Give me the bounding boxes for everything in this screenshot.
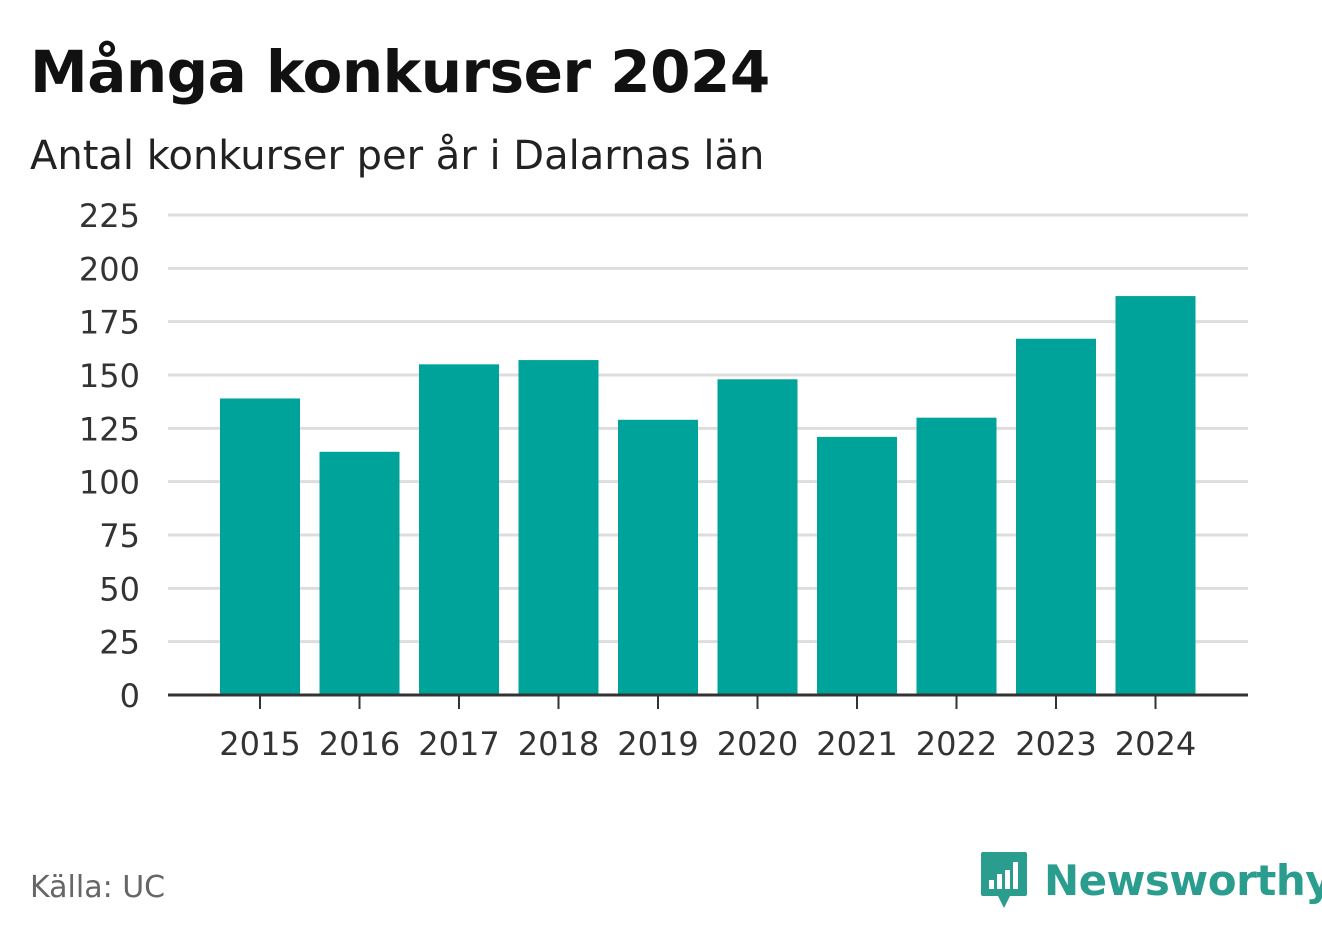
x-tick-label: 2020 [717,725,798,763]
bar-2021 [817,436,897,695]
y-tick-label: 25 [99,624,140,662]
x-tick-label: 2015 [219,725,300,763]
y-tick-label: 0 [120,677,140,715]
bar-2022 [916,417,997,695]
source-note: Källa: UC [30,870,166,905]
newsworthy-logo-icon [981,852,1027,908]
chart-subtitle: Antal konkurser per år i Dalarnas län [30,133,765,179]
bar-2024 [1115,296,1196,695]
x-axis-tick-labels: 2015 2016 2017 2018 2019 2020 2021 2022 2023 2024 [219,725,1196,763]
bar-2020 [717,379,798,695]
bars [220,296,1196,695]
bar-2016 [319,451,400,695]
newsworthy-logo: Newsworthy [980,850,1322,910]
x-tick-label: 2018 [518,725,599,763]
bar-2015 [220,398,300,695]
x-tick-label: 2024 [1115,725,1196,763]
bar-2017 [419,364,499,695]
y-axis-tick-labels: 0 25 50 75 100 125 150 175 200 225 [79,197,140,715]
x-tick-label: 2023 [1015,725,1096,763]
x-tick-label: 2022 [916,725,997,763]
y-tick-label: 125 [79,410,140,448]
y-tick-label: 50 [99,570,140,608]
x-axis [168,693,1248,709]
y-tick-label: 150 [79,357,140,395]
x-tick-label: 2021 [816,725,897,763]
bar-2018 [518,360,599,695]
y-tick-label: 175 [79,304,140,342]
x-tick-label: 2019 [617,725,698,763]
y-tick-label: 200 [79,250,140,288]
y-tick-label: 100 [79,464,140,502]
newsworthy-logo-text: Newsworthy [1044,855,1322,905]
x-tick-label: 2016 [319,725,400,763]
bar-2023 [1016,338,1096,695]
bar-2019 [618,419,698,695]
y-tick-label: 225 [79,197,140,235]
y-tick-label: 75 [99,517,140,555]
chart-title: Många konkurser 2024 [30,38,770,106]
x-tick-label: 2017 [418,725,499,763]
